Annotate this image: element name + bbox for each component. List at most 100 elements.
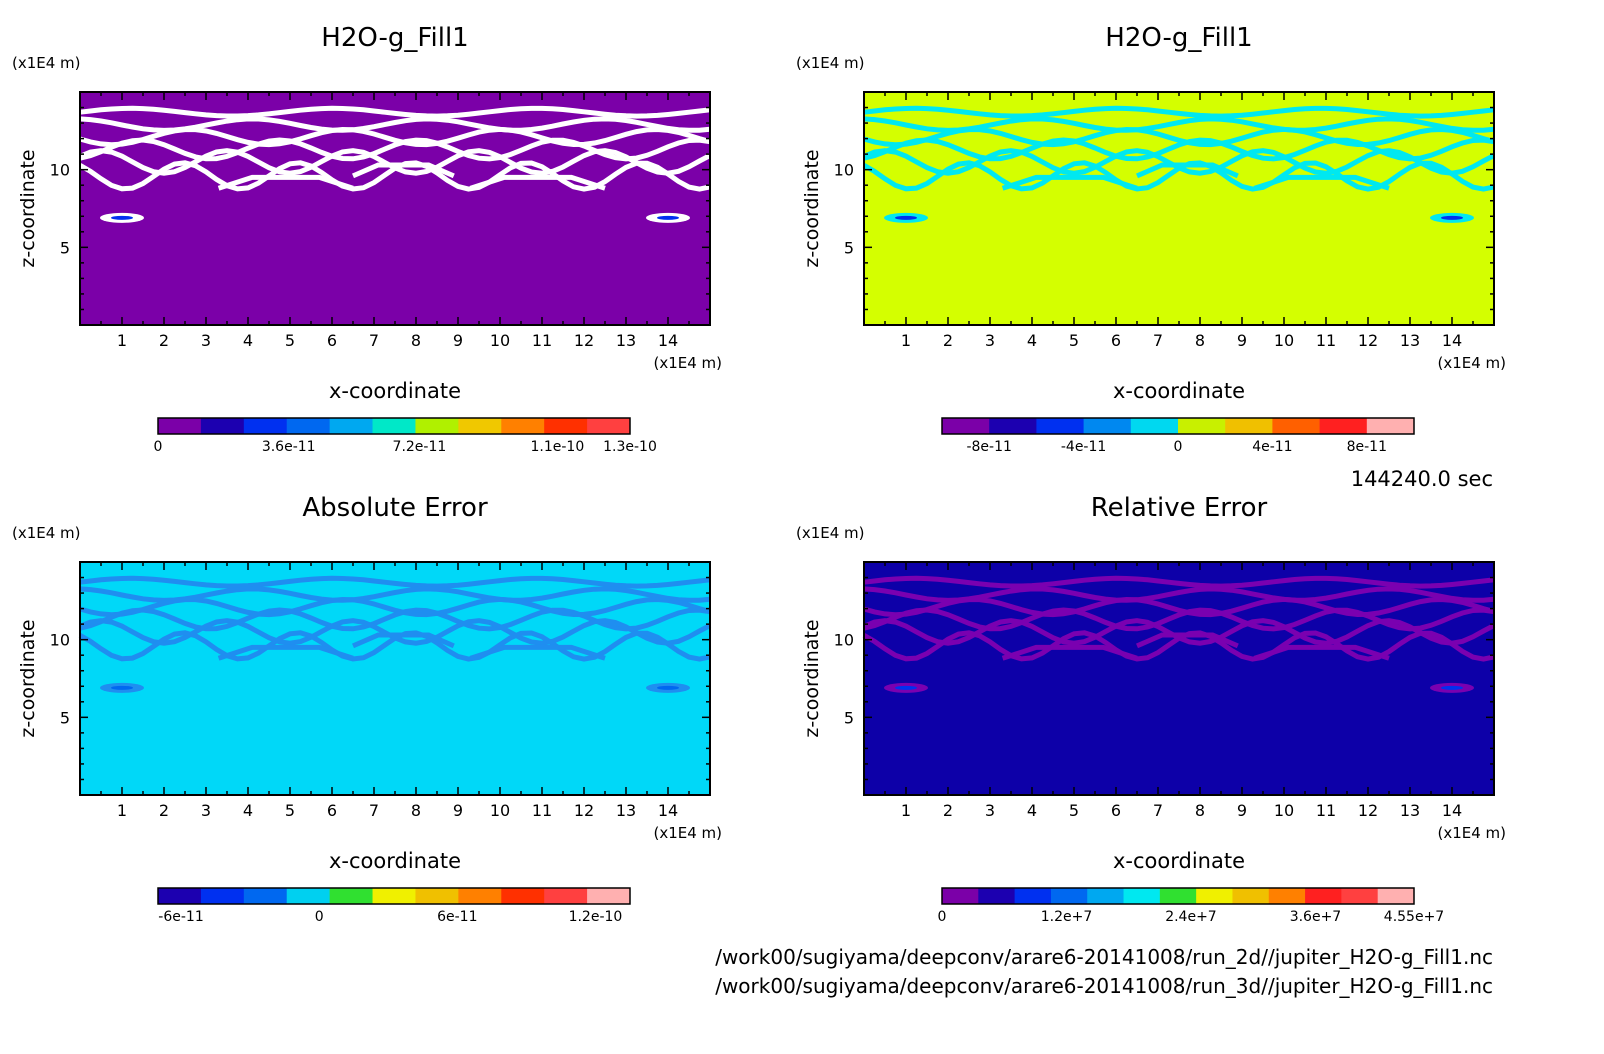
colorbar-tick-label: 1.1e-10 (531, 439, 585, 455)
y-unit-label: (x1E4 m) (12, 524, 81, 542)
y-tick-label: 5 (60, 708, 70, 727)
y-axis-label: z-coordinate (801, 619, 823, 737)
colorbar-tick-label: 0 (938, 909, 947, 925)
colorbar-swatch (1268, 888, 1306, 904)
x-tick-label: 3 (985, 801, 995, 820)
x-tick-label: 10 (490, 331, 510, 350)
x-tick-label: 7 (1153, 331, 1163, 350)
colorbar-tick-label: 0 (1174, 439, 1183, 455)
x-tick-label: 9 (1237, 331, 1247, 350)
colorbar-swatch (286, 418, 331, 434)
colorbar-swatch (1083, 418, 1132, 434)
y-unit-label: (x1E4 m) (796, 524, 865, 542)
x-tick-label: 1 (901, 331, 911, 350)
x-tick-label: 12 (574, 331, 594, 350)
y-tick-label: 5 (844, 708, 854, 727)
colorbar-frame (941, 417, 1415, 435)
colorbar-swatch (1377, 888, 1415, 904)
colorbar-tick-label: -8e-11 (966, 439, 1011, 455)
contour-band (1136, 632, 1239, 649)
chart-panel-1: H2O-g_Fill1 (x1E4 m) (x1E4 m) x-coordinate z… (12, 23, 722, 455)
y-tick-label: 10 (834, 631, 854, 650)
contour-band (79, 105, 711, 119)
colorbar-swatch (544, 888, 588, 904)
colorbar-swatch (415, 888, 459, 904)
contour-band (863, 137, 1495, 162)
x-unit-label: (x1E4 m) (1437, 824, 1506, 842)
contour-blob-core (895, 215, 917, 220)
x-tick-label: 6 (327, 331, 337, 350)
contour-band (78, 160, 711, 192)
colorbar-frame (157, 887, 631, 905)
x-tick-label: 12 (574, 801, 594, 820)
x-tick-label: 3 (985, 331, 995, 350)
x-tick-label: 5 (1069, 801, 1079, 820)
x-tick-label: 3 (201, 331, 211, 350)
colorbar-swatch (501, 418, 545, 434)
colorbar-swatch (989, 418, 1037, 434)
x-unit-label: (x1E4 m) (653, 824, 722, 842)
x-tick-label: 8 (1195, 801, 1205, 820)
contour-band (862, 630, 1495, 662)
x-tick-label: 1 (117, 801, 127, 820)
contour-band (79, 596, 711, 618)
contour-band (1253, 644, 1390, 661)
y-tick-label: 10 (834, 161, 854, 180)
colorbar-swatch (1272, 418, 1321, 434)
x-tick-label: 7 (369, 331, 379, 350)
y-axis-label: z-coordinate (17, 619, 39, 737)
x-unit-label: (x1E4 m) (1437, 354, 1506, 372)
colorbar-swatch (158, 418, 202, 434)
contour-bands (78, 575, 712, 662)
x-tick-label: 4 (243, 331, 253, 350)
contour-blob-core (111, 685, 133, 690)
x-tick-label: 10 (1274, 801, 1294, 820)
x-tick-label: 7 (369, 801, 379, 820)
x-axis-label: x-coordinate (329, 379, 461, 403)
y-unit-label: (x1E4 m) (796, 54, 865, 72)
file-path: /work00/sugiyama/deepconv/arare6-2014100… (715, 945, 1493, 969)
contour-band (862, 160, 1495, 192)
file-path: /work00/sugiyama/deepconv/arare6-2014100… (715, 974, 1493, 998)
colorbar-swatch (158, 888, 202, 904)
contour-band (1253, 174, 1390, 191)
colorbar-swatch (1087, 888, 1125, 904)
colorbar-swatch (1036, 418, 1085, 434)
x-tick-label: 13 (616, 801, 636, 820)
x-tick-label: 14 (658, 801, 678, 820)
colorbar-swatch (243, 418, 288, 434)
chart-title: Absolute Error (302, 493, 488, 523)
contour-band (863, 126, 1495, 148)
colorbar-swatch (1305, 888, 1342, 904)
y-tick-label: 5 (844, 238, 854, 257)
x-tick-label: 7 (1153, 801, 1163, 820)
contour-band (79, 575, 711, 589)
colorbar-swatch (1050, 888, 1088, 904)
contour-band (352, 162, 455, 179)
contour-blob-core (657, 215, 679, 220)
contour-band (863, 575, 1495, 589)
colorbar-swatch (372, 888, 416, 904)
x-tick-label: 5 (285, 331, 295, 350)
contour-band (1001, 174, 1138, 191)
colorbar-tick-label: 7.2e-11 (393, 439, 447, 455)
y-tick-label: 10 (50, 631, 70, 650)
colorbar-swatch (1130, 418, 1179, 434)
x-tick-label: 10 (1274, 331, 1294, 350)
x-tick-label: 8 (1195, 331, 1205, 350)
chart-title: Relative Error (1091, 493, 1268, 523)
field-fill (80, 562, 710, 795)
x-tick-label: 6 (1111, 331, 1121, 350)
x-tick-label: 2 (159, 331, 169, 350)
colorbar-tick-label: 6e-11 (437, 909, 477, 925)
x-tick-label: 13 (616, 331, 636, 350)
x-tick-label: 10 (490, 801, 510, 820)
field-fill (80, 92, 710, 325)
x-tick-label: 6 (327, 801, 337, 820)
colorbar-tick-label: 1.3e-10 (603, 439, 657, 455)
x-tick-label: 11 (1316, 331, 1336, 350)
x-tick-label: 2 (943, 331, 953, 350)
colorbar-swatch (587, 888, 631, 904)
colorbar-swatch (200, 888, 245, 904)
